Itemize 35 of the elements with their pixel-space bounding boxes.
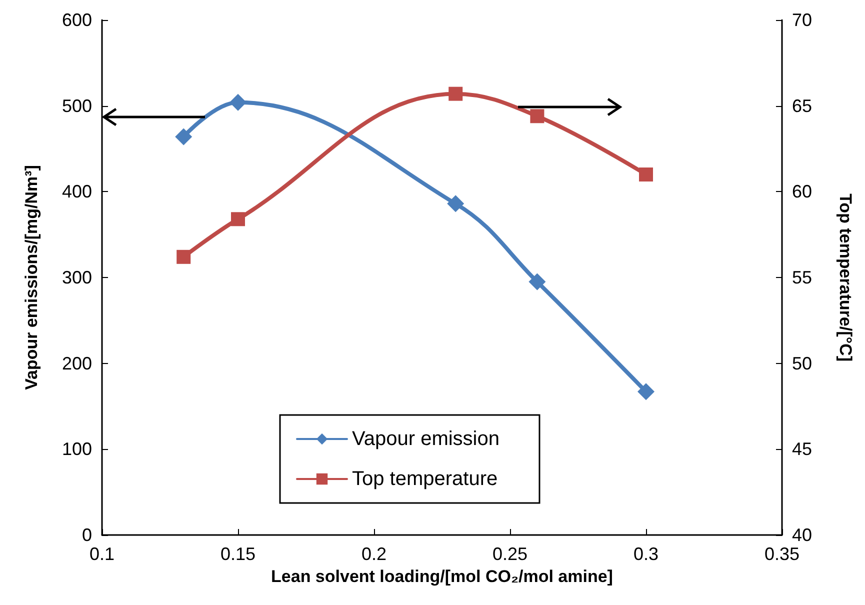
y-tick-label: 300 (62, 268, 92, 288)
y2-tick-label: 70 (792, 10, 812, 30)
y2-tick-label: 65 (792, 96, 812, 116)
y-tick-label: 200 (62, 353, 92, 374)
y-tick-label: 400 (62, 182, 92, 202)
y-axis-title: Vapour emissions/[mg/Nm³] (22, 165, 41, 390)
point (176, 250, 191, 264)
point (230, 94, 246, 111)
y-tick-label: 600 (62, 10, 92, 30)
x-tick-label: 0.3 (633, 544, 659, 564)
x-tick-label: 0.15 (220, 544, 256, 564)
point (639, 168, 653, 182)
x-tick-label: 0.2 (361, 544, 387, 564)
y2-tick-label: 50 (792, 353, 812, 374)
legend-label: Top temperature (352, 468, 498, 490)
y2-tick-label: 60 (792, 182, 812, 202)
x-axis-title: Lean solvent loading/[mol CO₂/mol amine] (271, 566, 613, 586)
y-tick-label: 500 (62, 96, 92, 116)
point (231, 212, 245, 226)
point (530, 109, 544, 124)
point (638, 383, 654, 400)
x-tick-label: 0.1 (89, 544, 115, 564)
point (175, 128, 192, 146)
y2-tick-label: 55 (792, 268, 812, 288)
point (448, 86, 463, 101)
y-tick-label: 100 (62, 439, 92, 460)
point (528, 273, 546, 290)
x-tick-label: 0.35 (764, 544, 800, 564)
x-tick-label: 0.25 (492, 544, 528, 564)
y2-tick-label: 40 (792, 525, 812, 545)
y-tick-label: 0 (82, 525, 92, 545)
legend-label: Vapour emission (352, 428, 500, 450)
y2-tick-label: 45 (792, 439, 812, 460)
y2-axis-title: Top temperature/[°C] (836, 194, 855, 362)
point (447, 195, 464, 212)
